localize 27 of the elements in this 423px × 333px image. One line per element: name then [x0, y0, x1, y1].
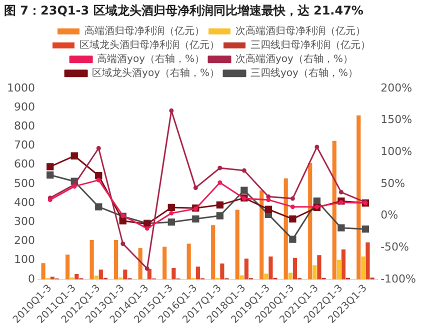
y-tick-label: 500 [14, 176, 35, 190]
legend-label: 三四线归母净利润（亿元） [250, 38, 370, 51]
y2-tick-label: -100% [380, 272, 416, 286]
y-tick-label: 400 [14, 196, 35, 209]
y2-tick-label: 0% [380, 208, 398, 222]
legend-label: 区域龙头酒归母净利润（亿元） [80, 38, 220, 51]
y-tick-label: 700 [14, 138, 35, 152]
y2-tick-label: 150% [380, 113, 412, 126]
chart-title: 图 7：23Q1-3 区域龙头酒归母净利润同比增速最快，达 21.47% [4, 3, 364, 18]
y-tick-label: 300 [14, 214, 35, 228]
y-tick-label: 900 [14, 100, 35, 114]
y2-tick-label: -50% [380, 240, 410, 254]
legend-label: 高端酒yoy（右轴，%） [97, 52, 205, 65]
y-tick-label: 100 [14, 253, 35, 266]
y-tick-label: 600 [14, 158, 35, 171]
y2-tick-label: 50% [380, 176, 406, 190]
legend-label: 三四线yoy（右轴，%） [250, 66, 358, 79]
y2-tick-label: 100% [380, 144, 412, 158]
legend-label: 次高端酒yoy（右轴，%） [236, 52, 353, 65]
legend-label: 高端酒归母净利润（亿元） [84, 24, 204, 37]
y-tick-label: 0 [28, 272, 35, 286]
y-tick-label: 200 [14, 234, 35, 248]
legend-label: 次高端酒归母净利润（亿元） [236, 24, 366, 37]
y-tick-label: 800 [14, 119, 35, 132]
y2-tick-label: 200% [380, 81, 412, 94]
y-tick-label: 1000 [6, 81, 35, 94]
legend-label: 区域龙头酒yoy（右轴，%） [92, 66, 220, 79]
